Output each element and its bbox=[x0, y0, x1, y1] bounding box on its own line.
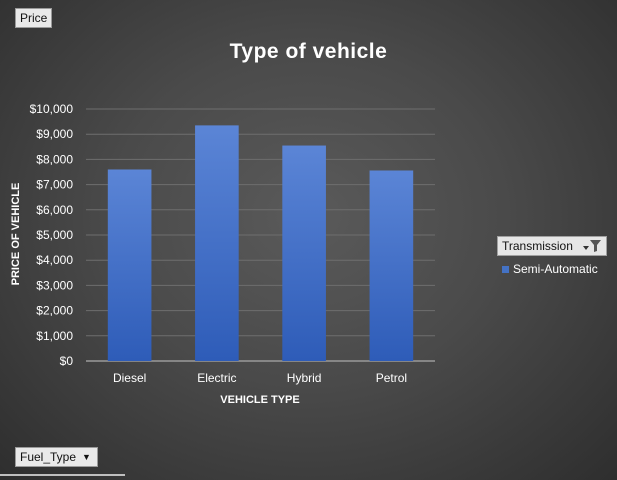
y-tick-label: $1,000 bbox=[36, 329, 73, 343]
price-field-label: Price bbox=[20, 11, 48, 25]
legend-entry-label: Semi-Automatic bbox=[513, 262, 598, 276]
x-tick-label: Hybrid bbox=[287, 371, 322, 385]
y-tick-label: $7,000 bbox=[36, 178, 73, 192]
y-tick-label: $10,000 bbox=[30, 102, 74, 116]
chart-title: Type of vehicle bbox=[229, 40, 388, 63]
y-tick-label: $6,000 bbox=[36, 203, 73, 217]
dropdown-arrow-icon: ▼ bbox=[82, 452, 91, 462]
y-tick-label: $8,000 bbox=[36, 152, 73, 166]
sheet-divider bbox=[0, 474, 125, 476]
legend-entry[interactable]: Semi-Automatic bbox=[502, 262, 598, 276]
bar-diesel[interactable] bbox=[107, 169, 152, 361]
y-tick-label: $2,000 bbox=[36, 304, 73, 318]
x-axis-ticks: Diesel Electric Hybrid Petrol bbox=[113, 371, 407, 385]
transmission-filter-label: Transmission bbox=[502, 239, 573, 253]
filter-icon bbox=[582, 239, 602, 258]
bar-electric[interactable] bbox=[195, 125, 239, 361]
fuel-type-field-button[interactable]: Fuel_Type ▼ bbox=[15, 447, 98, 467]
y-tick-label: $0 bbox=[60, 354, 74, 368]
x-tick-label: Petrol bbox=[376, 371, 407, 385]
bar-hybrid[interactable] bbox=[282, 145, 326, 361]
y-tick-label: $3,000 bbox=[36, 278, 73, 292]
transmission-filter-button[interactable]: Transmission bbox=[497, 236, 607, 256]
y-axis-title: PRICE OF VEHICLE bbox=[10, 183, 22, 286]
bars bbox=[107, 125, 414, 361]
x-axis-title: VEHICLE TYPE bbox=[220, 394, 299, 406]
y-axis-ticks: $0 $1,000 $2,000 $3,000 $4,000 $5,000 $6,000 $7… bbox=[30, 102, 74, 368]
y-tick-label: $9,000 bbox=[36, 127, 73, 141]
fuel-type-field-label: Fuel_Type bbox=[20, 450, 77, 464]
x-tick-label: Electric bbox=[197, 371, 236, 385]
price-field-button[interactable]: Price bbox=[15, 8, 53, 28]
x-tick-label: Diesel bbox=[113, 371, 146, 385]
bar-petrol[interactable] bbox=[369, 170, 414, 361]
y-tick-label: $5,000 bbox=[36, 228, 73, 242]
y-tick-label: $4,000 bbox=[36, 253, 73, 267]
legend-swatch bbox=[502, 265, 509, 273]
